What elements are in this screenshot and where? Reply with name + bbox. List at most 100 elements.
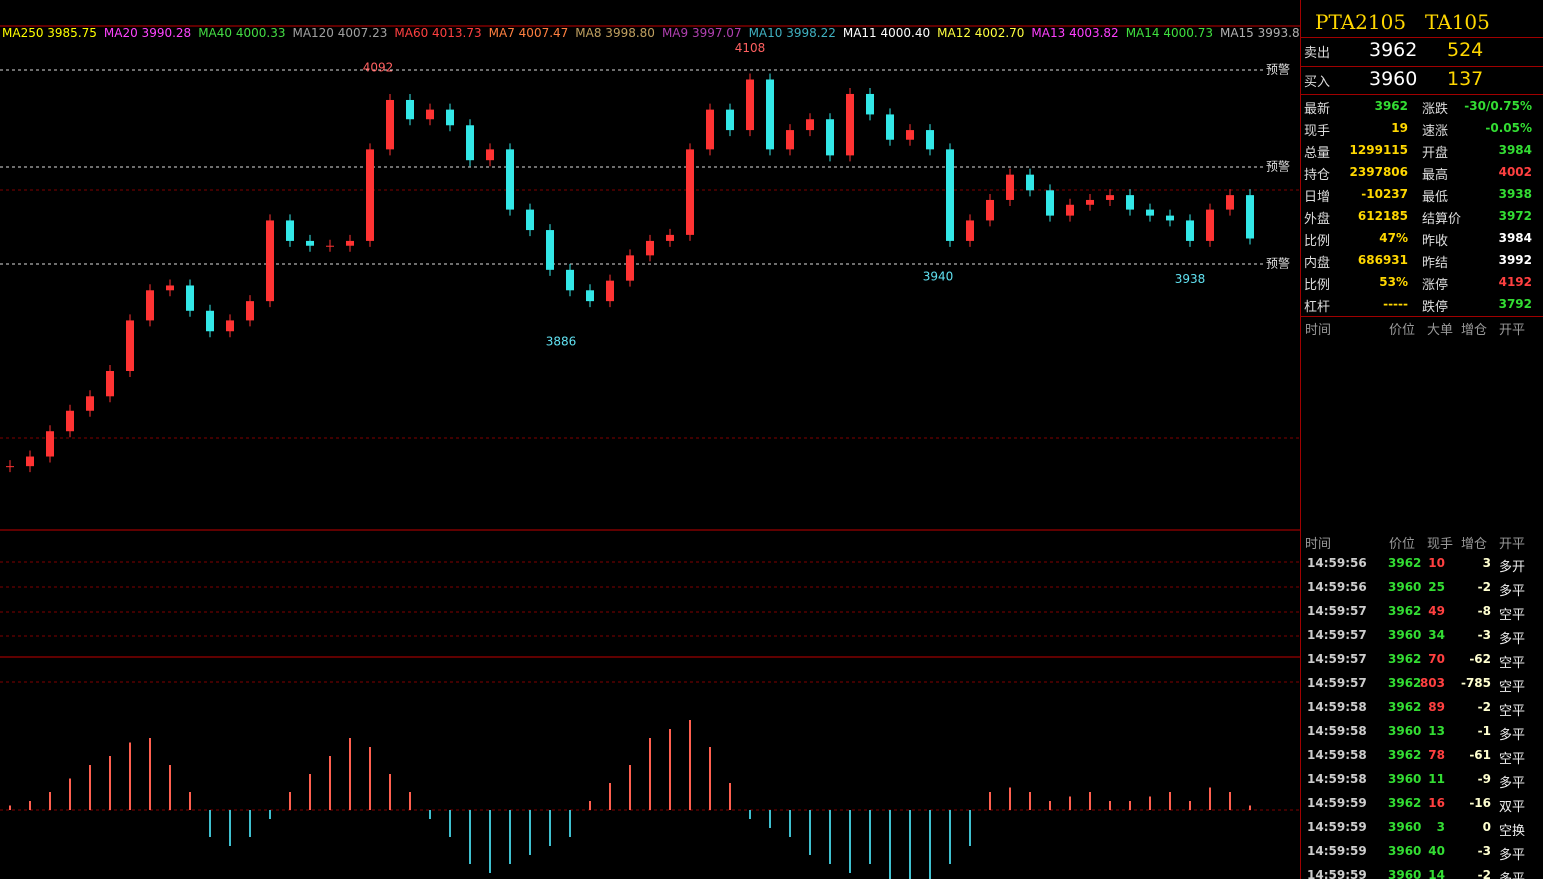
quote-label: 外盘 bbox=[1304, 212, 1331, 227]
tick-price: 3960 bbox=[1388, 772, 1422, 786]
tick-oi: -2 bbox=[1477, 868, 1491, 879]
tick-vol: 34 bbox=[1428, 628, 1445, 642]
tick-time: 14:59:58 bbox=[1307, 772, 1367, 786]
candle bbox=[26, 456, 34, 467]
candle bbox=[346, 240, 354, 246]
buy-label: 买入 bbox=[1304, 75, 1331, 90]
ma-legend-item: MA120 4007.23 bbox=[292, 26, 387, 40]
tick-price: 3962 bbox=[1388, 652, 1422, 666]
quote-label: 内盘 bbox=[1304, 256, 1331, 271]
tick-oi: -785 bbox=[1460, 676, 1491, 690]
tick-price: 3960 bbox=[1388, 868, 1422, 879]
candle bbox=[566, 269, 574, 291]
candle bbox=[686, 149, 694, 235]
tick-type: 空平 bbox=[1499, 656, 1526, 671]
tick-vol: 49 bbox=[1428, 604, 1445, 618]
ma-legend-item: MA10 3998.22 bbox=[749, 26, 836, 40]
candle bbox=[206, 310, 214, 332]
candle bbox=[1146, 209, 1154, 216]
candle bbox=[386, 99, 394, 150]
quote-label: 最新 bbox=[1304, 102, 1331, 117]
candle bbox=[1166, 215, 1174, 221]
candle bbox=[786, 130, 794, 150]
candle bbox=[666, 234, 674, 241]
quote-value: 19 bbox=[1391, 121, 1408, 135]
candle bbox=[186, 285, 194, 311]
candle bbox=[426, 109, 434, 120]
quote-label: 结算价 bbox=[1422, 212, 1462, 227]
table-header: 现手 bbox=[1427, 537, 1454, 552]
candle bbox=[806, 119, 814, 131]
tick-time: 14:59:57 bbox=[1307, 652, 1367, 666]
tick-type: 空平 bbox=[1499, 680, 1526, 695]
tick-type: 空平 bbox=[1499, 704, 1526, 719]
tick-oi: 3 bbox=[1482, 556, 1491, 570]
tick-vol: 11 bbox=[1428, 772, 1445, 786]
quote-label: 昨收 bbox=[1422, 234, 1449, 249]
tick-time: 14:59:58 bbox=[1307, 748, 1367, 762]
tick-oi: -8 bbox=[1477, 604, 1491, 618]
code: TA105 bbox=[1425, 10, 1490, 34]
candle bbox=[546, 230, 554, 270]
tick-type: 多平 bbox=[1499, 584, 1526, 599]
candle bbox=[526, 209, 534, 231]
quote-value: -0.05% bbox=[1485, 121, 1532, 135]
quote-label: 昨结 bbox=[1422, 256, 1449, 271]
candle bbox=[1126, 195, 1134, 210]
quote-value: 53% bbox=[1379, 275, 1408, 289]
table-header: 时间 bbox=[1305, 323, 1332, 338]
tick-price: 3962 bbox=[1388, 676, 1422, 690]
ma-legend-item: MA12 4002.70 bbox=[937, 26, 1024, 40]
tick-type: 多平 bbox=[1499, 632, 1526, 647]
candle bbox=[506, 149, 514, 210]
candle bbox=[1246, 195, 1254, 239]
tick-type: 空平 bbox=[1499, 608, 1526, 623]
buy-price: 3960 bbox=[1369, 68, 1418, 90]
tick-vol: 16 bbox=[1428, 796, 1445, 810]
tick-time: 14:59:57 bbox=[1307, 676, 1367, 690]
separator bbox=[1301, 316, 1543, 317]
tick-time: 14:59:59 bbox=[1307, 796, 1367, 810]
candle bbox=[306, 240, 314, 246]
tick-time: 14:59:57 bbox=[1307, 628, 1367, 642]
ma-legend-item: MA15 3993.83 bbox=[1220, 26, 1300, 40]
tick-price: 3962 bbox=[1388, 748, 1422, 762]
tick-oi: -3 bbox=[1477, 628, 1491, 642]
warn-label: 预警 bbox=[1266, 159, 1290, 174]
candle bbox=[966, 220, 974, 241]
quote-value: 47% bbox=[1379, 231, 1408, 245]
tick-oi: -1 bbox=[1477, 724, 1491, 738]
quote-value: 1299115 bbox=[1349, 143, 1408, 157]
price-annotation: 3886 bbox=[546, 335, 577, 349]
quote-value: 3972 bbox=[1498, 209, 1532, 223]
candle bbox=[126, 320, 134, 371]
tick-price: 3962 bbox=[1388, 700, 1422, 714]
tick-time: 14:59:58 bbox=[1307, 724, 1367, 738]
candle bbox=[1186, 220, 1194, 241]
sell-price: 3962 bbox=[1369, 39, 1418, 61]
tick-vol: 14 bbox=[1428, 868, 1445, 879]
candle bbox=[146, 290, 154, 321]
candle bbox=[946, 149, 954, 241]
candle bbox=[1086, 199, 1094, 205]
separator bbox=[1301, 94, 1543, 95]
tick-oi: -62 bbox=[1469, 652, 1491, 666]
candle bbox=[626, 255, 634, 281]
table-header: 增仓 bbox=[1461, 537, 1488, 552]
quote-value: 2397806 bbox=[1349, 165, 1408, 179]
candle bbox=[246, 301, 254, 321]
tick-price: 3960 bbox=[1388, 628, 1422, 642]
tick-oi: -9 bbox=[1477, 772, 1491, 786]
tick-time: 14:59:59 bbox=[1307, 868, 1367, 879]
tick-time: 14:59:59 bbox=[1307, 820, 1367, 834]
sell-vol: 524 bbox=[1447, 39, 1484, 61]
tick-price: 3962 bbox=[1388, 556, 1422, 570]
quote-label: 开盘 bbox=[1422, 146, 1449, 161]
tick-vol: 25 bbox=[1428, 580, 1445, 594]
price-annotation: 3938 bbox=[1175, 272, 1206, 286]
candle bbox=[446, 109, 454, 126]
candle bbox=[1026, 174, 1034, 191]
table-header: 价位 bbox=[1389, 323, 1416, 338]
tick-oi: -2 bbox=[1477, 700, 1491, 714]
